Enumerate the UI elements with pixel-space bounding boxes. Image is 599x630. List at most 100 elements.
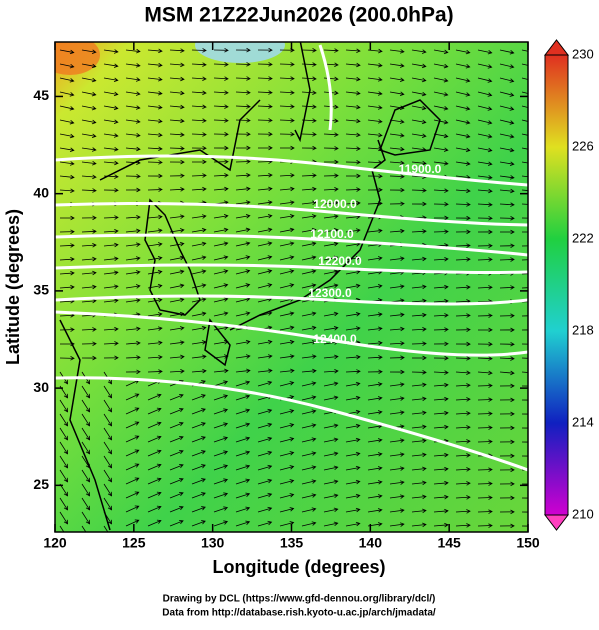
streamline-arrow (411, 341, 427, 346)
streamline-arrow (191, 450, 206, 457)
streamline-arrow (301, 173, 317, 178)
streamline-arrow (323, 368, 339, 374)
streamline-arrow (235, 227, 251, 233)
streamline-arrow (521, 63, 528, 66)
streamline-arrow (323, 228, 339, 233)
streamline-arrow (213, 90, 229, 95)
streamline-arrow (125, 214, 141, 220)
streamline-arrow (59, 229, 75, 234)
streamline-arrow (521, 343, 528, 345)
streamline-arrow (433, 522, 449, 528)
streamline-arrow (521, 371, 528, 373)
streamline-arrow (499, 481, 515, 487)
streamline-arrow (59, 91, 75, 97)
streamline-arrow (345, 437, 361, 443)
streamline-arrow (81, 256, 97, 262)
streamline-arrow (191, 241, 207, 247)
streamline-arrow (367, 340, 383, 346)
streamline-arrow (125, 256, 141, 261)
streamline-arrow (235, 213, 251, 219)
streamline-arrow (147, 435, 162, 443)
streamline-arrow (389, 396, 405, 401)
streamline-arrow (213, 478, 229, 485)
streamline-arrow (521, 147, 528, 150)
streamline-arrow (411, 327, 427, 332)
y-axis-label: Latitude (degrees) (3, 209, 23, 365)
streamline-arrow (279, 465, 295, 471)
streamline-arrow (433, 494, 449, 500)
streamline-arrow (169, 146, 185, 151)
x-tick-label: 135 (280, 535, 304, 551)
streamline-arrow (499, 397, 515, 403)
streamline-arrow (103, 455, 113, 469)
streamline-arrow (125, 174, 141, 179)
streamline-arrow (323, 187, 339, 192)
streamline-arrow (521, 119, 528, 122)
streamline-arrow (455, 453, 471, 458)
streamline-arrow (257, 464, 273, 471)
streamline-arrow (81, 483, 91, 497)
streamline-arrow (125, 463, 140, 471)
streamline-arrow (191, 325, 207, 331)
streamline-arrow (125, 228, 141, 234)
streamline-arrow (213, 241, 229, 247)
streamline-arrow (301, 186, 317, 192)
streamline-arrow (455, 229, 471, 235)
streamline-arrow (455, 481, 471, 486)
streamline-arrow (213, 47, 229, 53)
streamline-arrow (235, 173, 251, 178)
streamline-arrow (147, 173, 163, 179)
x-tick-label: 150 (516, 535, 540, 551)
streamline-arrow (125, 355, 141, 360)
streamline-arrow (433, 133, 449, 139)
streamline-arrow (125, 105, 141, 110)
streamline-arrow (345, 326, 361, 331)
streamline-arrow (389, 77, 405, 82)
streamline-arrow (521, 259, 528, 261)
streamline-arrow (323, 283, 339, 289)
streamline-arrow (81, 469, 91, 483)
streamline-arrow (59, 511, 69, 525)
streamline-arrow (257, 408, 273, 415)
streamline-arrow (521, 175, 528, 178)
streamline-arrow (301, 354, 317, 359)
streamline-arrow (477, 425, 493, 430)
streamline-arrow (455, 341, 471, 347)
streamline-arrow (59, 356, 75, 361)
streamline-arrow (389, 494, 405, 499)
streamline-arrow (411, 298, 427, 304)
streamline-arrow (125, 187, 141, 193)
streamline-arrow (213, 450, 229, 457)
streamline-arrow (235, 436, 251, 443)
streamline-arrow (59, 399, 69, 413)
streamline-arrow (235, 422, 251, 429)
streamline-arrow (81, 229, 97, 234)
streamline-arrow (213, 186, 229, 192)
streamline-arrow (345, 507, 361, 513)
streamline-arrow (367, 132, 383, 138)
streamline-arrow (389, 326, 405, 332)
streamline-arrow (477, 341, 493, 347)
streamline-arrow (477, 285, 493, 290)
streamline-arrow (323, 354, 339, 360)
streamline-arrow (59, 413, 69, 427)
streamline-arrow (59, 327, 75, 332)
streamline-arrow (521, 133, 528, 136)
x-tick-label: 130 (201, 535, 225, 551)
streamline-arrow (59, 497, 69, 511)
streamline-arrow (301, 340, 317, 345)
streamline-arrow (191, 255, 207, 261)
streamline-arrow (147, 228, 163, 233)
streamline-arrow (433, 49, 449, 55)
streamline-arrow (367, 63, 383, 68)
streamline-arrow (499, 161, 515, 166)
y-tick-label: 25 (33, 476, 49, 492)
colorbar-tick-label: 210 (572, 506, 594, 521)
streamline-arrow (235, 368, 251, 374)
streamline-arrow (389, 174, 405, 179)
contour-label: 12000.0 (313, 197, 357, 211)
streamline-arrow (477, 147, 493, 153)
streamline-arrow (169, 407, 184, 415)
streamline-arrow (147, 449, 162, 457)
streamline-arrow (213, 368, 229, 374)
